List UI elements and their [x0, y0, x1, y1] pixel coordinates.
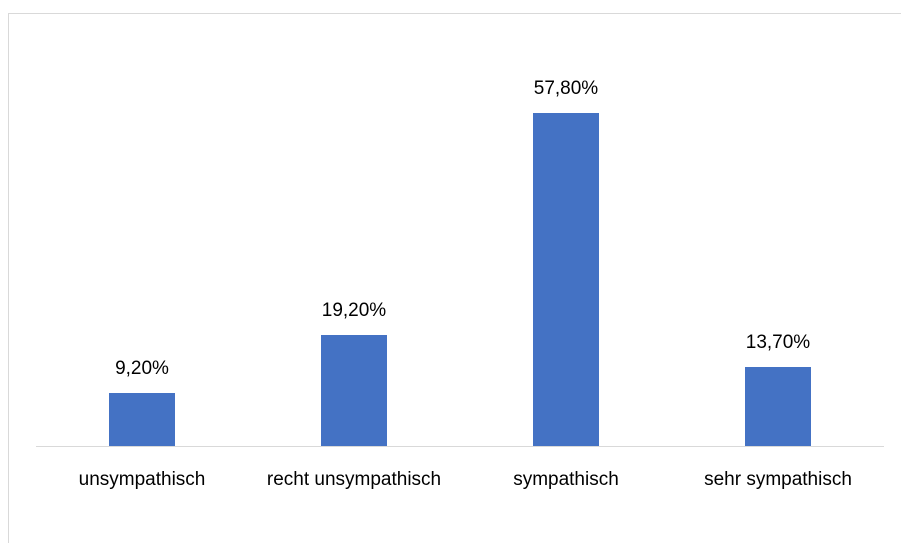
x-tick-label: sympathisch — [513, 469, 619, 490]
x-axis-line — [36, 446, 884, 447]
bar — [745, 367, 811, 446]
x-tick-label: unsympathisch — [78, 469, 206, 490]
bar — [533, 113, 599, 446]
value-label: 9,20% — [115, 358, 169, 379]
value-label: 19,20% — [321, 300, 387, 322]
value-label: 13,70% — [745, 332, 811, 354]
x-tick-label: sehr sympathisch — [704, 469, 852, 490]
x-tick-label: recht unsympathisch — [266, 469, 442, 490]
value-label: 57,80% — [533, 78, 599, 100]
chart-frame — [8, 13, 901, 543]
bar — [321, 335, 387, 446]
bar — [109, 393, 175, 446]
